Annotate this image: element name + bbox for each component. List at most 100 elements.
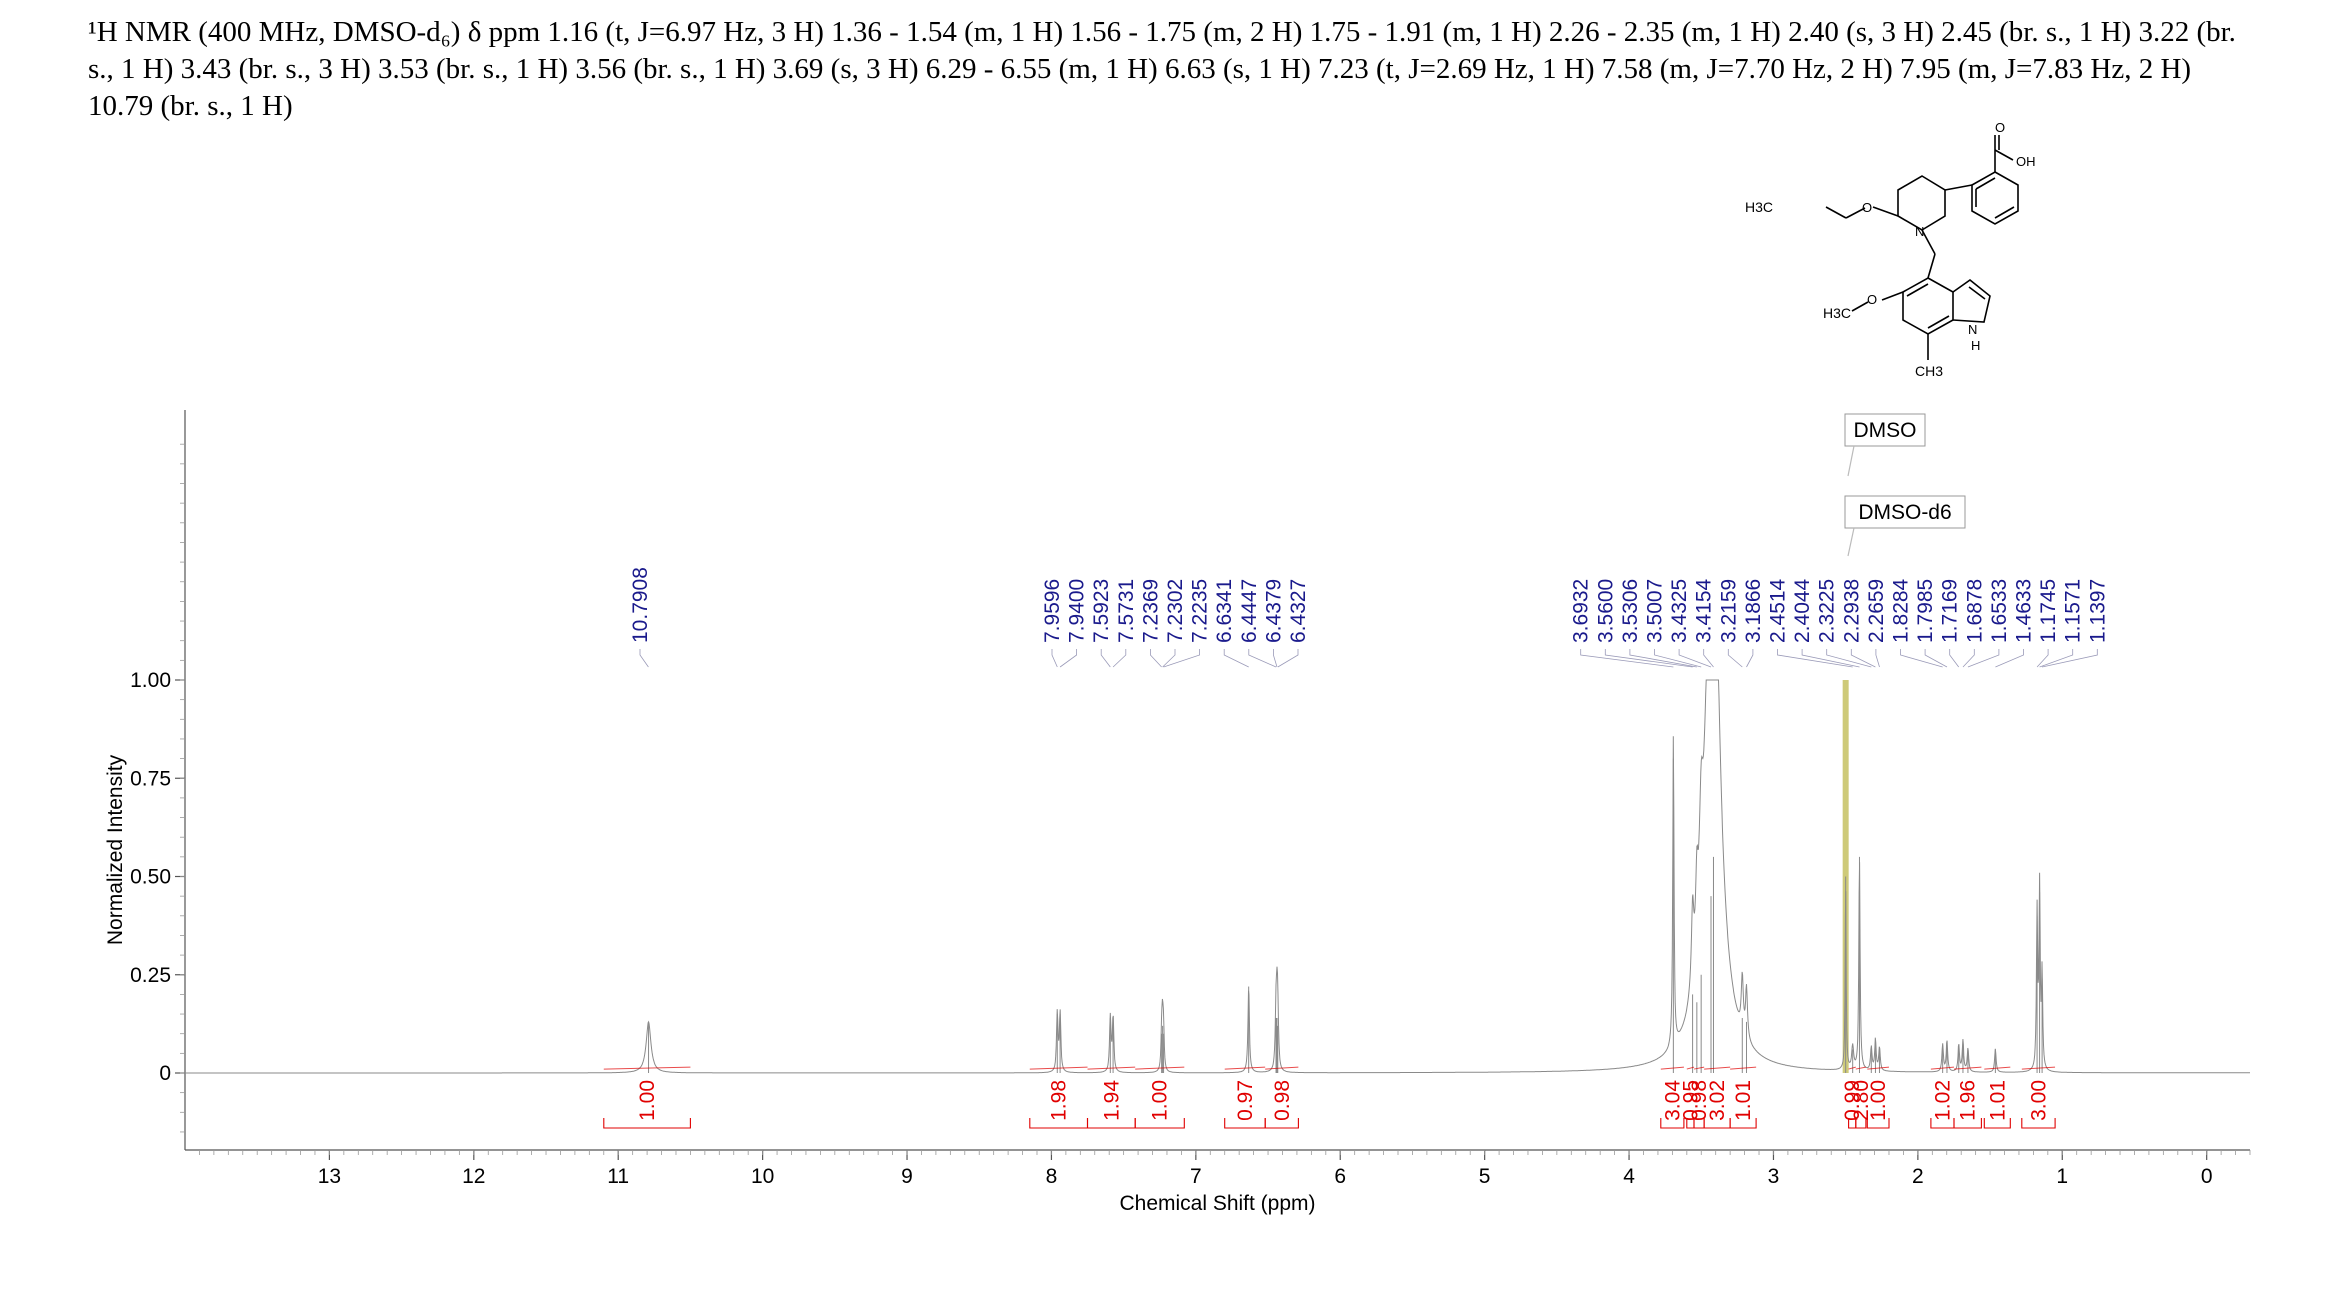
integral-bracket-12 [1855, 1118, 1867, 1129]
integral-value-12: 2.80 [1850, 1080, 1873, 1121]
x-tick-label-2: 2 [1912, 1165, 1924, 1188]
y-tick-label-0.50: 0.50 [130, 866, 171, 889]
x-tick-label-6: 6 [1334, 1165, 1346, 1188]
peak-label: 3.5306 [1619, 579, 1642, 643]
peak-label: 2.4514 [1767, 578, 1790, 643]
peak-label: 10.7908 [629, 567, 652, 643]
peak-label-connector [1629, 649, 1697, 668]
peak-label: 3.4325 [1668, 579, 1691, 643]
integral-curve-12 [1855, 1066, 1866, 1070]
integral-curve-9 [1704, 1066, 1731, 1070]
peak-label: 1.1571 [2062, 579, 2085, 643]
chemical-structure [1825, 135, 2019, 360]
peak-label-connector [1727, 649, 1743, 668]
structure-o-ether: O [1862, 200, 1872, 215]
peak-label: 7.5923 [1090, 579, 1113, 643]
peak-label-connector [1277, 649, 1299, 668]
peak-label: 2.3225 [1816, 579, 1839, 643]
integral-value-16: 1.01 [1986, 1080, 2009, 1121]
peak-label-connector [1248, 649, 1277, 668]
peak-label: 6.6341 [1213, 579, 1236, 643]
integral-value-3: 1.00 [1149, 1080, 1172, 1121]
dmso-d6-label: DMSO-d6 [1858, 501, 1951, 524]
x-tick-label-12: 12 [462, 1165, 485, 1188]
integral-value-11: 0.99 [1841, 1080, 1864, 1121]
integral-curve-14 [1930, 1066, 1955, 1070]
peak-label: 3.5007 [1644, 579, 1667, 643]
integrals: 1.00 1.98 1.94 1.00 0.97 0.98 3.040.950.983.02… [603, 1066, 2056, 1129]
peak-label-connector [1962, 649, 1975, 668]
peak-label-connector [1604, 649, 1693, 668]
integral-curve-13 [1867, 1066, 1890, 1070]
integral-value-17: 3.00 [2027, 1080, 2050, 1121]
peak-label-connector [1059, 649, 1077, 668]
integral-curve-3 [1135, 1066, 1185, 1070]
integral-bracket-16 [1983, 1118, 2011, 1129]
structure-ch3: CH3 [1915, 363, 1943, 379]
integral-curve-7 [1686, 1066, 1695, 1070]
y-tick-label-0.75: 0.75 [130, 767, 171, 790]
x-tick-label-11: 11 [607, 1165, 629, 1188]
structure-h3c-ethyl: H3C [1745, 199, 1773, 215]
y-tick-label-0: 0 [159, 1062, 171, 1085]
peak-label: 2.4044 [1791, 578, 1814, 643]
x-tick-label-5: 5 [1479, 1165, 1491, 1188]
peak-label: 7.5731 [1115, 579, 1138, 643]
dmso-label: DMSO [1854, 419, 1917, 442]
peak-label-connector [1777, 649, 1853, 668]
peak-label: 3.4154 [1693, 578, 1716, 643]
integral-curve-16 [1984, 1066, 2011, 1070]
peak-label: 6.4447 [1238, 579, 1261, 643]
y-tick-label-1.00: 1.00 [130, 669, 171, 692]
peak-label-connector [1850, 649, 1876, 668]
x-tick-label-4: 4 [1623, 1165, 1635, 1188]
peak-label-connector [1703, 649, 1714, 668]
peak-label-connector [1162, 649, 1176, 668]
spectrum-line [185, 679, 2250, 1074]
peak-label-connector [1875, 649, 1880, 668]
integral-curve-1 [1029, 1066, 1088, 1070]
structure-o-methoxy: O [1867, 292, 1877, 307]
peak-label: 1.4633 [2013, 579, 2036, 643]
peak-label: 1.1397 [2086, 579, 2109, 643]
integral-curve-17 [2021, 1066, 2056, 1070]
spectrum-trace [185, 679, 2250, 1074]
structure-nh-n: N [1968, 322, 1977, 337]
integral-curve-5 [1265, 1066, 1299, 1070]
x-tick-label-13: 13 [318, 1165, 341, 1188]
peak-label-connector [1051, 649, 1058, 668]
nmr-description: ¹H NMR (400 MHz, DMSO-d₆) δ ppm 1.16 (t,… [88, 16, 2236, 122]
structure-h3c-methoxy: H3C [1823, 305, 1851, 321]
peak-label-connector [1163, 649, 1200, 668]
peak-label-connector [2042, 649, 2098, 668]
peak-label: 7.9400 [1066, 579, 1089, 643]
peak-label-connector [1112, 649, 1127, 668]
peak-label-connector [1580, 649, 1674, 668]
integral-value-0: 1.00 [636, 1080, 659, 1121]
peak-label-connector [1223, 649, 1249, 668]
integral-value-8: 0.98 [1688, 1080, 1711, 1121]
x-axis-label: Chemical Shift (ppm) [1119, 1192, 1315, 1215]
dmso-d6-callout-box [1844, 495, 1966, 529]
x-tick-label-10: 10 [751, 1165, 774, 1188]
peak-label: 6.4327 [1287, 579, 1310, 643]
peak-label-connector [1967, 649, 2000, 668]
peak-label-connector [1900, 649, 1943, 668]
integral-bracket-15 [1953, 1118, 1982, 1129]
peak-label: 3.6932 [1570, 579, 1593, 643]
integral-value-7: 0.95 [1679, 1080, 1702, 1121]
integral-curve-0 [603, 1066, 691, 1070]
integral-curve-4 [1224, 1066, 1266, 1070]
dmso-callout-box [1844, 413, 1926, 447]
peak-label-connector [1100, 649, 1111, 668]
peak-label: 2.2659 [1865, 579, 1888, 643]
integral-curve-15 [1953, 1066, 1982, 1070]
piperidine-ring [1897, 175, 1946, 231]
peak-label: 7.2369 [1139, 579, 1162, 643]
integral-value-14: 1.02 [1931, 1080, 1954, 1121]
integral-bracket-3 [1134, 1118, 1185, 1129]
peak-label-connector [1801, 649, 1860, 668]
solvent-callouts: DMSO DMSO-d6 [1844, 413, 1966, 557]
